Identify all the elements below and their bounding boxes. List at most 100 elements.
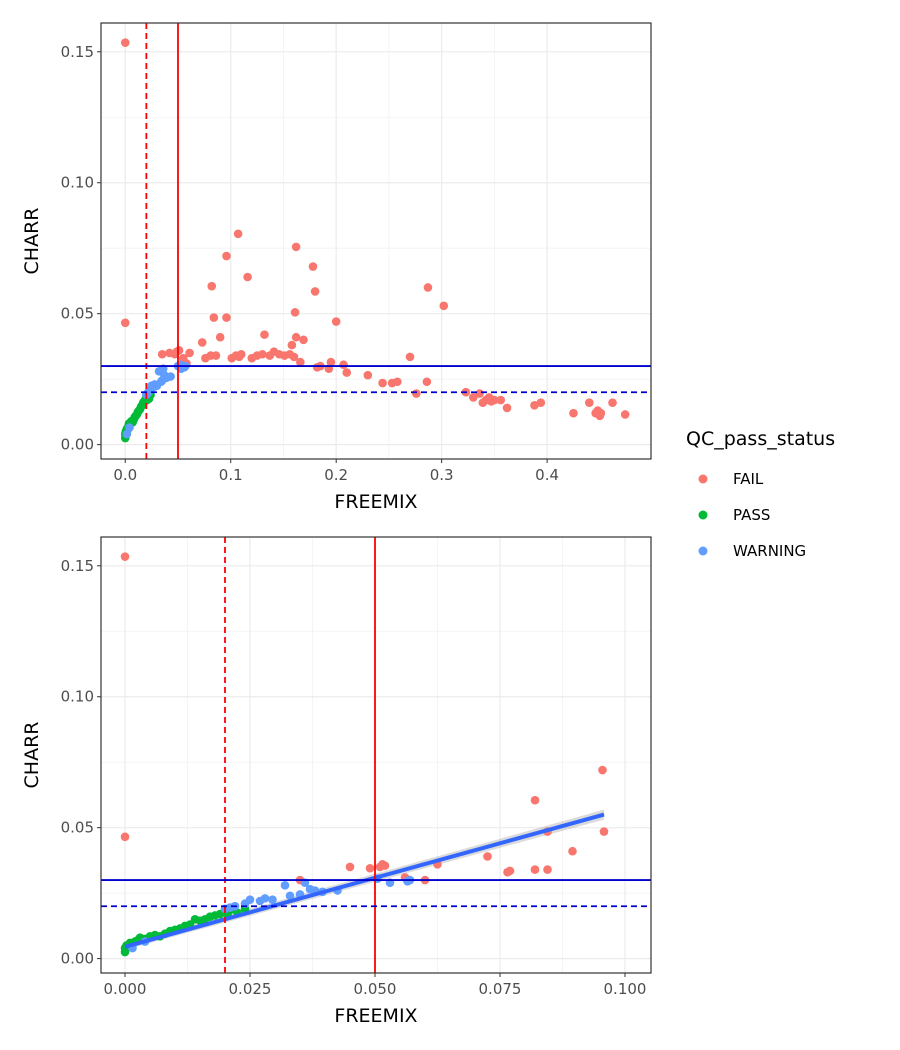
x-tick-label: 0.3	[430, 466, 454, 484]
legend-label-pass: PASS	[733, 506, 770, 524]
data-point-fail	[483, 852, 492, 861]
data-point-fail	[468, 393, 478, 402]
data-point-fail	[422, 377, 432, 387]
data-point-fail	[585, 398, 594, 407]
legend-label-warning: WARNING	[733, 542, 806, 560]
data-point-fail	[569, 408, 578, 418]
y-tick-label: 0.05	[61, 819, 94, 837]
data-point-fail	[197, 338, 207, 347]
data-point-fail	[543, 865, 552, 874]
data-point-fail	[326, 357, 336, 367]
data-point-warning	[245, 895, 255, 904]
x-axis-title: FREEMIX	[334, 491, 417, 513]
data-point-fail	[378, 378, 387, 388]
data-point-fail	[439, 301, 449, 311]
data-point-fail	[310, 287, 320, 296]
data-point-fail	[287, 340, 297, 350]
x-tick-label: 0.1	[219, 466, 243, 484]
x-tick-label: 0.100	[604, 980, 647, 998]
data-point-fail	[423, 283, 433, 292]
data-point-fail	[258, 349, 267, 359]
data-point-fail	[339, 360, 348, 370]
data-point-fail	[291, 332, 301, 342]
data-point-fail	[599, 827, 609, 836]
data-point-fail	[331, 317, 341, 326]
data-point-fail	[342, 368, 352, 377]
data-point-fail	[608, 398, 617, 407]
legend: QC_pass_status FAIL PASS WARNING	[686, 428, 835, 560]
data-point-warning	[268, 895, 277, 904]
data-point-fail	[568, 846, 577, 856]
data-point-fail	[260, 330, 269, 339]
data-point-fail	[308, 262, 318, 271]
legend-title: QC_pass_status	[686, 428, 835, 450]
data-point-fail	[215, 332, 225, 342]
data-point-fail	[345, 862, 355, 872]
data-point-fail	[207, 281, 217, 291]
legend-label-fail: FAIL	[733, 470, 764, 488]
data-point-fail	[222, 313, 231, 322]
x-tick-label: 0.050	[354, 980, 397, 998]
data-point-fail	[490, 395, 499, 405]
y-tick-label: 0.15	[61, 43, 94, 61]
y-tick-label: 0.00	[61, 436, 94, 454]
data-point-fail	[380, 861, 390, 870]
data-point-warning	[125, 423, 134, 432]
bottom-scatter-panel: 0.000 0.025 0.050 0.075 0.100 0.00 0.05 0.10 0.1…	[21, 536, 652, 1027]
data-point-fail	[211, 351, 221, 360]
data-point-fail	[412, 389, 421, 398]
data-point-fail	[536, 398, 546, 407]
x-axis-title: FREEMIX	[334, 1005, 417, 1027]
y-axis-title: CHARR	[21, 208, 43, 275]
data-point-fail	[496, 395, 506, 405]
data-point-fail	[120, 552, 130, 561]
x-tick-label: 0.075	[479, 980, 522, 998]
data-point-fail	[174, 346, 184, 355]
x-tick-label: 0.000	[104, 980, 147, 998]
data-point-fail	[365, 863, 375, 873]
y-tick-label: 0.10	[61, 174, 94, 192]
plot-background	[101, 23, 651, 459]
panel-border	[100, 536, 652, 974]
legend-key-pass	[698, 510, 708, 520]
y-tick-label: 0.00	[61, 950, 94, 968]
data-point-fail	[185, 348, 194, 358]
data-point-fail	[296, 357, 305, 367]
data-point-fail	[505, 866, 515, 876]
x-tick-label: 0.025	[229, 980, 272, 998]
data-point-fail	[502, 403, 512, 413]
top-scatter-panel: 0.0 0.1 0.2 0.3 0.4 0.00 0.05 0.10 0.15 FREEMIX CH…	[21, 22, 652, 513]
data-point-fail	[363, 370, 373, 380]
data-point-fail	[291, 242, 301, 252]
data-point-fail	[120, 38, 130, 47]
legend-key-warning	[698, 546, 708, 556]
data-point-warning	[166, 372, 175, 381]
data-point-fail	[393, 377, 402, 387]
data-point-warning	[122, 429, 132, 439]
x-tick-label: 0.4	[535, 466, 559, 484]
data-point-warning	[280, 880, 290, 890]
data-point-fail	[209, 313, 219, 322]
data-point-fail	[157, 349, 167, 359]
data-point-fail	[120, 832, 130, 842]
data-point-fail	[598, 765, 607, 775]
data-point-fail	[530, 795, 540, 805]
y-axis-title: CHARR	[21, 722, 43, 789]
data-point-fail	[233, 229, 243, 239]
data-point-fail	[290, 308, 300, 317]
data-point-fail	[289, 352, 299, 362]
data-point-fail	[120, 318, 130, 328]
data-point-fail	[475, 389, 484, 398]
legend-key-fail	[698, 474, 708, 484]
data-point-fail	[530, 865, 540, 874]
data-point-fail	[236, 349, 246, 359]
x-tick-label: 0.2	[324, 466, 348, 484]
y-tick-label: 0.10	[61, 688, 94, 706]
data-point-fail	[596, 408, 606, 418]
y-tick-label: 0.15	[61, 557, 94, 575]
x-tick-label: 0.0	[113, 466, 137, 484]
data-point-warning	[260, 894, 270, 903]
y-tick-label: 0.05	[61, 305, 94, 323]
data-point-fail	[299, 335, 308, 345]
